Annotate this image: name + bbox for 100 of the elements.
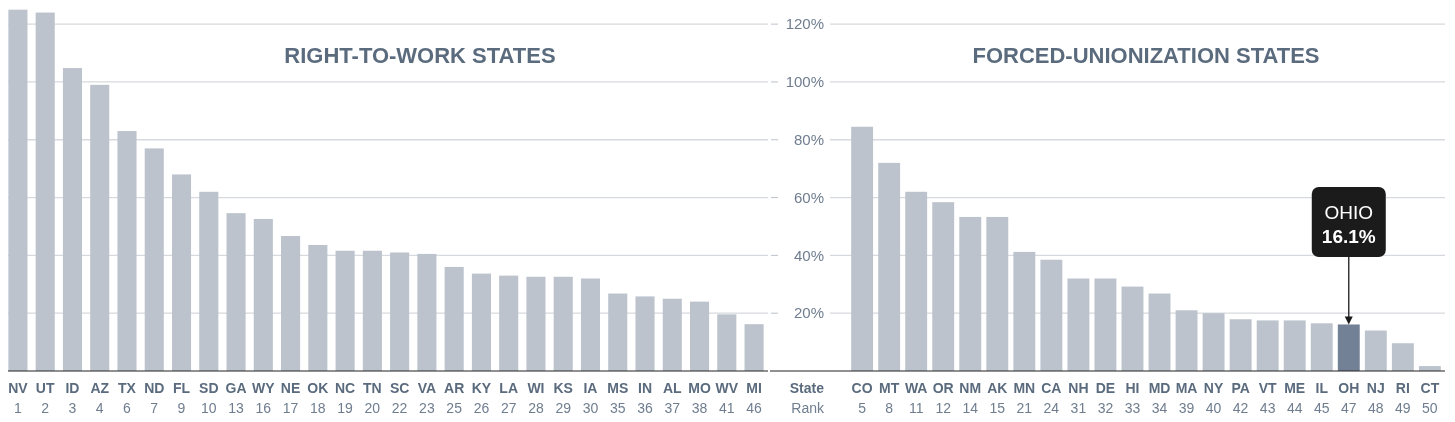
x-tick-label: IA 30 [582, 380, 599, 416]
y-tick-label: 60% [793, 188, 824, 206]
bar [1121, 286, 1144, 371]
bar [690, 301, 710, 371]
bar [1067, 278, 1090, 371]
x-tick-label: OR 12 [932, 380, 954, 416]
bar [1202, 313, 1225, 371]
x-tick-label: AK 15 [987, 380, 1008, 416]
x-tick-label: AR 25 [444, 380, 465, 416]
bar [1013, 251, 1036, 371]
bar [471, 273, 491, 371]
bar [1337, 324, 1360, 371]
x-tick-label: NC 19 [334, 380, 356, 416]
x-tick-label: WA 11 [904, 380, 928, 416]
y-tick-label: 120% [785, 15, 824, 33]
bar [308, 244, 328, 371]
bar [851, 126, 874, 371]
y-tick-label: 20% [793, 304, 824, 322]
x-tick-label: DE 32 [1095, 380, 1116, 416]
bar [1283, 320, 1306, 371]
x-tick-label: FL 9 [172, 380, 191, 416]
x-tick-label: UT 2 [35, 380, 55, 416]
bar [35, 12, 55, 371]
bar [959, 216, 982, 371]
bar [1364, 330, 1387, 371]
x-tick-label: MO 38 [688, 380, 711, 416]
x-tick-label: OH 47 [1338, 380, 1360, 416]
text: FORCED-UNIONIZATION STATES [972, 43, 1320, 68]
bar [1175, 310, 1198, 371]
x-tick-label: KY 26 [471, 380, 492, 416]
bar [281, 236, 301, 371]
x-tick-label: GA 13 [225, 380, 247, 416]
bar [199, 191, 219, 371]
bar [1094, 278, 1117, 371]
x-tick-label: NE 17 [280, 380, 301, 416]
x-tick-label: TN 20 [363, 380, 382, 416]
bar [417, 253, 437, 371]
bar [144, 148, 164, 371]
bar [1256, 320, 1279, 371]
y-tick-label: 40% [793, 246, 824, 264]
bar [1310, 323, 1333, 371]
bar [932, 202, 955, 371]
x-tick-label: SD 10 [199, 380, 219, 416]
x-tick-label: CT 50 [1420, 380, 1440, 416]
bar [171, 174, 192, 371]
bar [662, 298, 682, 371]
bar [580, 278, 601, 371]
bar [878, 162, 901, 371]
bar [526, 276, 546, 371]
x-tick-label: HI 33 [1124, 380, 1141, 416]
bar [905, 191, 928, 371]
x-tick-label: VT 43 [1258, 380, 1278, 416]
x-tick-label: NY 40 [1203, 380, 1224, 416]
bar [253, 218, 273, 371]
x-tick-label: MA 39 [1175, 380, 1198, 416]
x-tick-label: LA 27 [499, 380, 519, 416]
y-tick-label: 100% [785, 73, 824, 91]
x-tick-label: SC 22 [389, 380, 410, 416]
bar [499, 275, 519, 371]
x-tick-label: NV 1 [8, 380, 29, 416]
bar [8, 9, 28, 371]
bar [608, 293, 628, 371]
x-tick-label: MI 46 [746, 380, 763, 416]
x-tick-label: MT 8 [879, 380, 900, 416]
x-tick-label: NH 31 [1068, 380, 1089, 416]
bar [226, 213, 246, 371]
bar [62, 68, 82, 371]
x-tick-label: IL 45 [1313, 380, 1330, 416]
bar [986, 216, 1009, 371]
bar [390, 252, 410, 371]
x-tick-label: WV 41 [715, 380, 739, 416]
bar [744, 324, 764, 371]
x-tick-label: MS 35 [607, 380, 629, 416]
x-tick-label: WY 16 [252, 380, 276, 416]
x-tick-label: PA 42 [1231, 380, 1250, 416]
bar [90, 84, 110, 371]
bar [1229, 319, 1252, 371]
x-tick-label: ID 3 [65, 380, 80, 416]
y-tick-label: 80% [793, 131, 824, 148]
x-tick-label: CO 5 [851, 380, 873, 416]
x-tick-label: WI 28 [527, 380, 545, 416]
x-tick-label: AZ 4 [90, 380, 110, 416]
annotation: OHIO 16.1% [1321, 202, 1376, 247]
x-tick-label: NJ 48 [1366, 380, 1385, 416]
bar [1040, 259, 1063, 371]
x-tick-label: MN 21 [1013, 380, 1036, 416]
x-tick-label: NM 14 [959, 380, 982, 416]
x-tick-label: RI 49 [1395, 380, 1411, 416]
x-tick-label: OK 18 [307, 380, 329, 416]
x-tick-label: ME 44 [1284, 380, 1306, 416]
x-tick-label: KS 29 [553, 380, 573, 416]
x-tick-label: CA 24 [1041, 380, 1062, 416]
x-tick-label: AL 37 [662, 380, 683, 416]
x-tick-label: MD 34 [1148, 380, 1171, 416]
bar [553, 276, 573, 371]
bar [362, 250, 382, 371]
x-axis-title: State Rank [789, 380, 825, 416]
bar [635, 296, 655, 371]
bar [117, 131, 137, 371]
x-tick-label: IN 36 [637, 380, 654, 416]
